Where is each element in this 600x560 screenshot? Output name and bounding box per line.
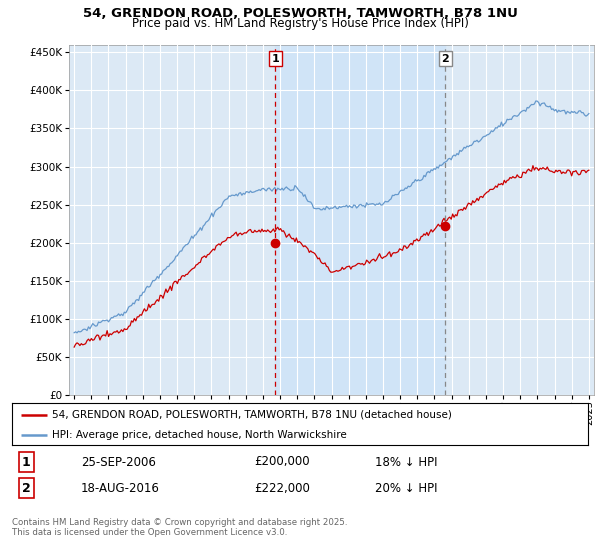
Text: 1: 1 — [272, 54, 279, 63]
Text: 2: 2 — [22, 482, 31, 495]
Text: 18-AUG-2016: 18-AUG-2016 — [81, 482, 160, 495]
Text: 25-SEP-2006: 25-SEP-2006 — [81, 455, 156, 469]
Text: 2: 2 — [442, 54, 449, 63]
Text: £200,000: £200,000 — [254, 455, 310, 469]
Text: 18% ↓ HPI: 18% ↓ HPI — [375, 455, 437, 469]
Text: Contains HM Land Registry data © Crown copyright and database right 2025.
This d: Contains HM Land Registry data © Crown c… — [12, 518, 347, 538]
Text: £222,000: £222,000 — [254, 482, 310, 495]
Text: HPI: Average price, detached house, North Warwickshire: HPI: Average price, detached house, Nort… — [52, 430, 347, 440]
Text: 1: 1 — [22, 455, 31, 469]
Text: Price paid vs. HM Land Registry's House Price Index (HPI): Price paid vs. HM Land Registry's House … — [131, 17, 469, 30]
Text: 54, GRENDON ROAD, POLESWORTH, TAMWORTH, B78 1NU: 54, GRENDON ROAD, POLESWORTH, TAMWORTH, … — [83, 7, 517, 20]
Text: 54, GRENDON ROAD, POLESWORTH, TAMWORTH, B78 1NU (detached house): 54, GRENDON ROAD, POLESWORTH, TAMWORTH, … — [52, 410, 452, 420]
Bar — [275, 45, 445, 395]
Text: 20% ↓ HPI: 20% ↓ HPI — [375, 482, 437, 495]
